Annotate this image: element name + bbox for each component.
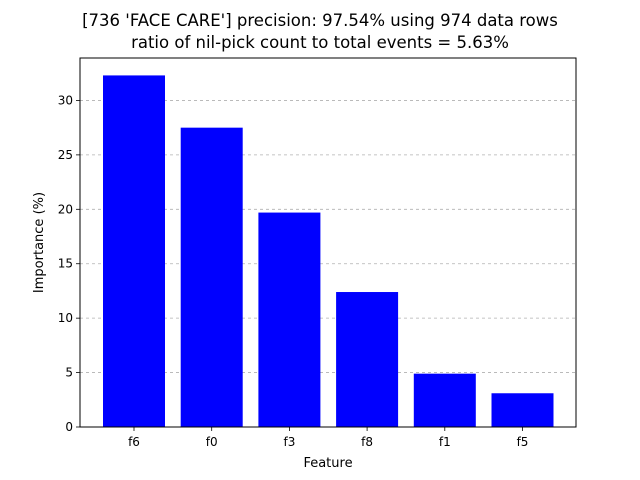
y-tick-label: 20 — [58, 202, 73, 216]
axes: 0 5 10 15 20 25 30 f6 f0 f3 f8 f1 f5 — [58, 57, 577, 449]
bar-f1 — [413, 373, 476, 427]
x-tick-label-f1: f1 — [439, 435, 451, 449]
x-tick-label-f5: f5 — [517, 435, 529, 449]
x-axis-label: Feature — [303, 456, 352, 471]
bar-f5 — [491, 393, 554, 427]
chart-title-line1: [736 'FACE CARE'] precision: 97.54% usin… — [82, 11, 558, 30]
x-tick-label-f8: f8 — [361, 435, 373, 449]
x-tick-label-f3: f3 — [283, 435, 295, 449]
bar-f6 — [103, 75, 165, 428]
y-tick-label: 0 — [65, 420, 73, 434]
bar-f0 — [180, 127, 243, 427]
x-tick-label-f0: f0 — [206, 435, 218, 449]
chart-title-line2: ratio of nil-pick count to total events … — [131, 33, 509, 52]
y-tick-label: 25 — [58, 148, 73, 162]
bar-f3 — [258, 212, 321, 427]
y-tick-label: 30 — [58, 93, 73, 107]
y-tick-label: 15 — [58, 257, 73, 271]
x-tick-label-f6: f6 — [128, 435, 140, 449]
chart-title: [736 'FACE CARE'] precision: 97.54% usin… — [0, 10, 640, 54]
y-axis-label: Importance (%) — [32, 192, 47, 293]
y-tick-label: 10 — [58, 311, 73, 325]
bar-f8 — [336, 292, 399, 427]
bars — [103, 75, 554, 428]
plot-frame — [79, 57, 577, 428]
y-tick-label: 5 — [65, 366, 73, 380]
